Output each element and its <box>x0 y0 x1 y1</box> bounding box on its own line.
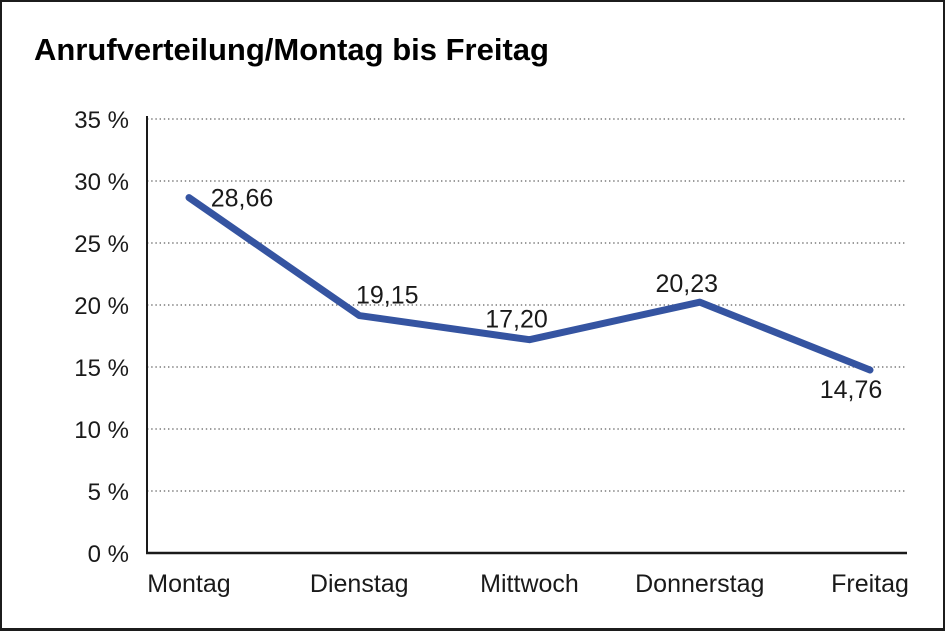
data-point-label: 28,66 <box>211 185 274 213</box>
y-tick-label: 35 % <box>74 107 129 134</box>
y-tick-label: 20 % <box>74 293 129 320</box>
y-tick-label: 15 % <box>74 355 129 382</box>
y-tick-label: 0 % <box>88 541 129 568</box>
x-category-label: Dienstag <box>310 570 409 598</box>
data-point-label: 14,76 <box>820 376 883 404</box>
y-tick-label: 10 % <box>74 417 129 444</box>
x-category-label: Donnerstag <box>635 570 764 598</box>
y-tick-label: 30 % <box>74 169 129 196</box>
data-point-label: 20,23 <box>655 270 718 298</box>
y-tick-label: 5 % <box>88 479 129 506</box>
x-category-label: Freitag <box>831 570 909 598</box>
chart-title: Anrufverteilung/Montag bis Freitag <box>34 32 549 67</box>
series-line <box>185 194 874 374</box>
y-tick-label: 25 % <box>74 231 129 258</box>
x-category-label: Montag <box>147 570 230 598</box>
data-point-label: 17,20 <box>485 306 548 334</box>
x-category-label: Mittwoch <box>480 570 579 598</box>
data-point-label: 19,15 <box>356 282 419 310</box>
